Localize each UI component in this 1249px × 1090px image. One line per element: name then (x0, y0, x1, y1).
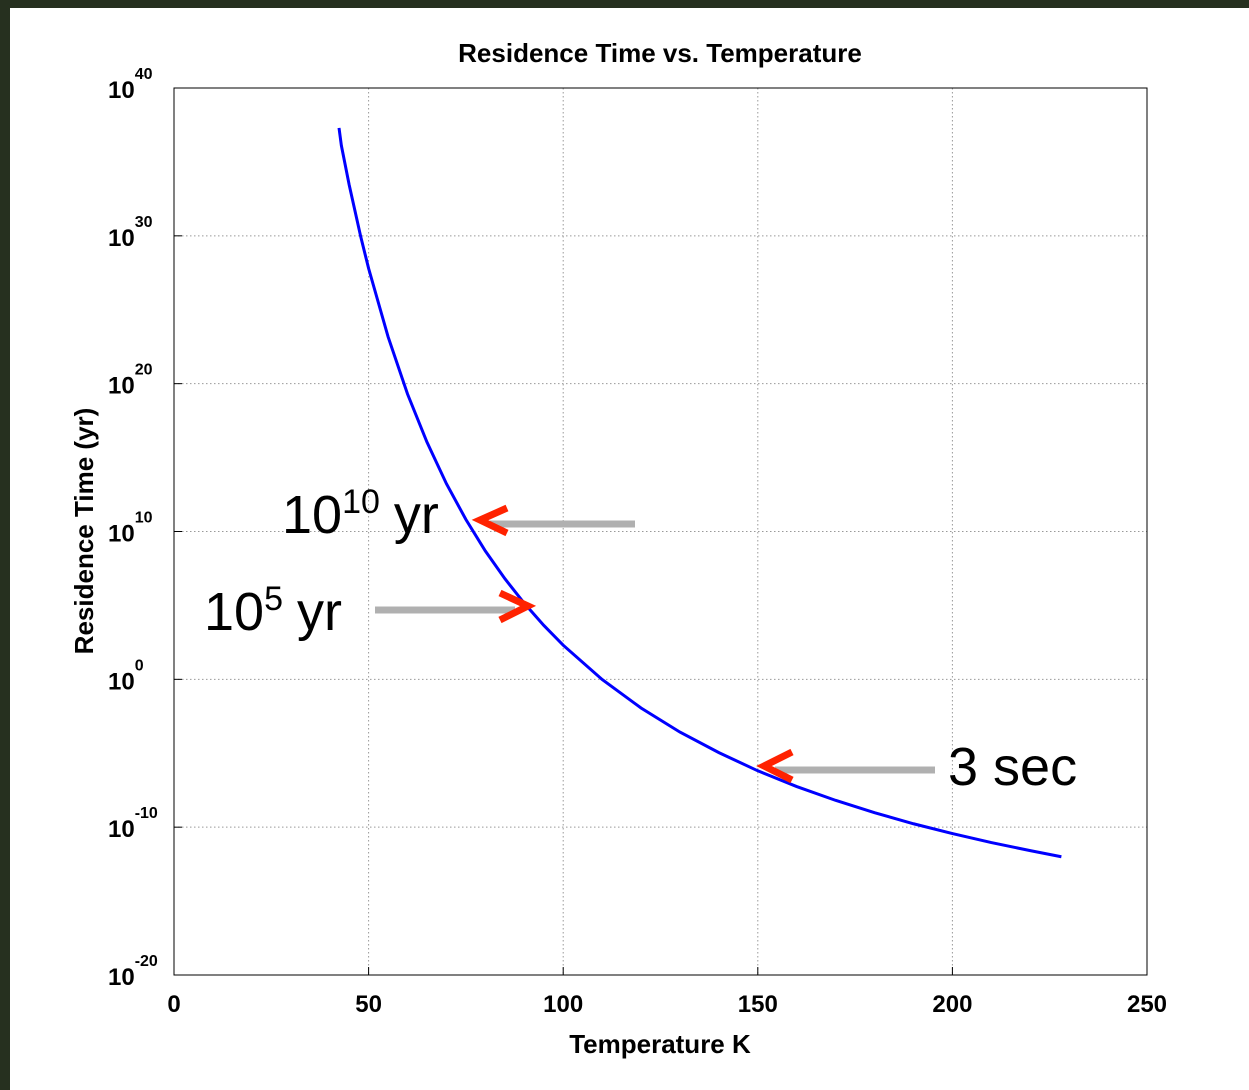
tick-exponent: -10 (135, 805, 158, 822)
tick-base: 10 (108, 964, 135, 991)
tick-exponent: -20 (135, 953, 158, 970)
tick-base: 10 (108, 225, 135, 252)
y-tick-label: 100 (108, 657, 144, 695)
arrows (375, 504, 935, 784)
annotation-base: 10 (282, 485, 342, 545)
annotation-base: 10 (204, 582, 264, 642)
tick-exponent: 20 (135, 362, 153, 379)
y-tick-label: 10-10 (108, 805, 158, 843)
tick-base: 10 (108, 521, 135, 548)
x-tick-label: 200 (932, 991, 972, 1018)
x-tick-label: 0 (167, 991, 180, 1018)
tick-exponent: 10 (135, 510, 153, 527)
x-tick-label: 250 (1127, 991, 1167, 1018)
x-tick-label: 150 (738, 991, 778, 1018)
tick-base: 10 (108, 77, 135, 104)
arrow-head (756, 748, 794, 784)
annotation: 105 yr (204, 580, 342, 642)
annotation-suffix: yr (394, 485, 439, 545)
annotation-exponent: 10 (342, 483, 380, 521)
annotation-exponent: 5 (264, 580, 283, 618)
x-tick-label: 50 (355, 991, 382, 1018)
annotation-suffix: yr (297, 582, 342, 642)
chart-title: Residence Time vs. Temperature (458, 38, 862, 68)
y-tick-label: 1010 (108, 510, 153, 548)
panel (10, 8, 1249, 1090)
annotation: 3 sec (948, 737, 1077, 797)
y-tick-label: 1040 (108, 66, 153, 104)
tick-exponent: 30 (135, 214, 153, 231)
tick-base: 10 (108, 373, 135, 400)
annotation-text: 3 sec (948, 737, 1077, 797)
tick-exponent: 40 (135, 66, 153, 83)
annotation: 1010 yr (282, 483, 439, 545)
y-tick-label: 10-20 (108, 953, 158, 991)
tick-exponent: 0 (135, 657, 144, 674)
tick-base: 10 (108, 816, 135, 843)
y-tick-label: 1020 (108, 362, 153, 400)
tick-base: 10 (108, 668, 135, 695)
plot-frame (173, 87, 1148, 976)
arrow-head (498, 589, 537, 624)
x-axis-label: Temperature K (569, 1029, 751, 1059)
x-tick-label: 100 (543, 991, 583, 1018)
data-line (337, 127, 1062, 859)
y-tick-label: 1030 (108, 214, 153, 252)
y-axis-label: Residence Time (yr) (69, 408, 99, 655)
arrow-head (471, 504, 509, 537)
